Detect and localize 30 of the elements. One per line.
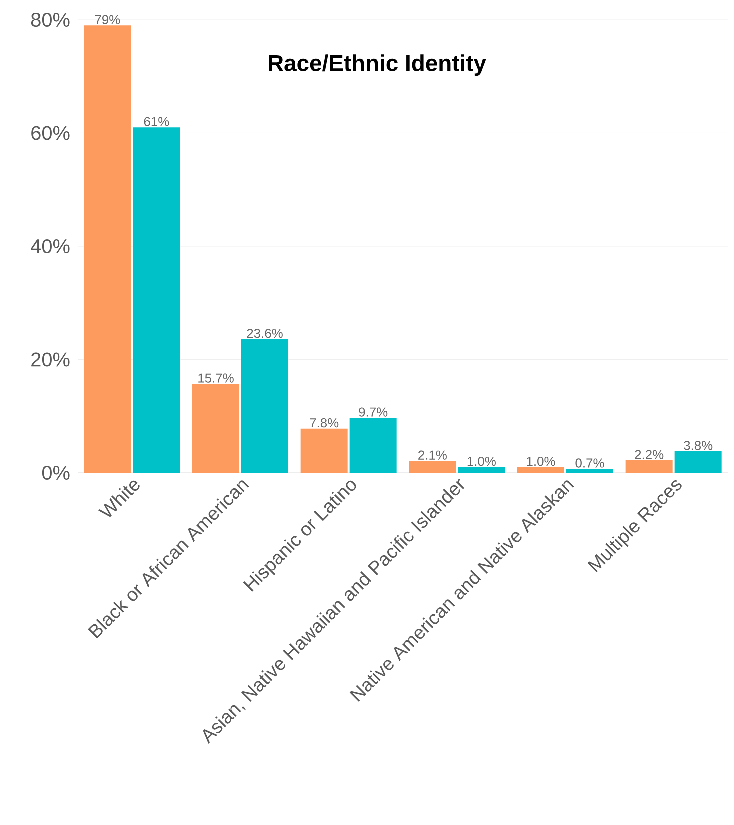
data-label: 1.0% [468,456,496,466]
data-label: 79% [95,15,120,24]
bar [133,128,180,473]
data-label: 7.8% [310,418,339,428]
bar [674,451,722,473]
data-label: 9.7% [359,408,388,417]
y-tick-label: 0% [42,466,70,480]
bar [300,428,348,473]
data-label: 23.6% [247,328,283,338]
data-label: 1.0% [527,456,556,466]
bar [192,384,240,473]
data-label: 2.2% [635,450,664,460]
data-label: 61% [144,117,170,126]
bar [84,26,132,473]
text: Race/Ethnic Identity [269,54,486,76]
y-tick-label: 80% [31,12,70,28]
bar [517,467,564,473]
y-tick-label: 20% [32,352,70,367]
bar [626,460,673,473]
data-label: 3.8% [684,441,713,450]
data-label: 0.7% [576,458,604,468]
bar [458,467,506,473]
y-tick-label: 60% [32,126,70,140]
data-label: 2.1% [418,450,447,460]
y-tick-label: 40% [31,239,70,254]
bar [242,339,288,473]
bar [350,418,397,473]
data-label: 15.7% [198,374,234,383]
bar [566,469,614,473]
bar [409,461,456,473]
